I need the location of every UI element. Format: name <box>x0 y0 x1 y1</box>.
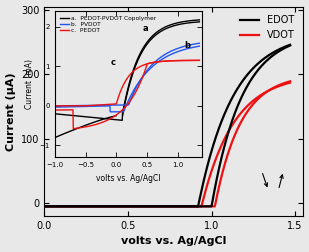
Y-axis label: Current (μA): Current (μA) <box>6 72 15 151</box>
X-axis label: volts vs. Ag/AgCl: volts vs. Ag/AgCl <box>121 236 226 246</box>
Legend: EDOT, VDOT: EDOT, VDOT <box>236 11 298 44</box>
